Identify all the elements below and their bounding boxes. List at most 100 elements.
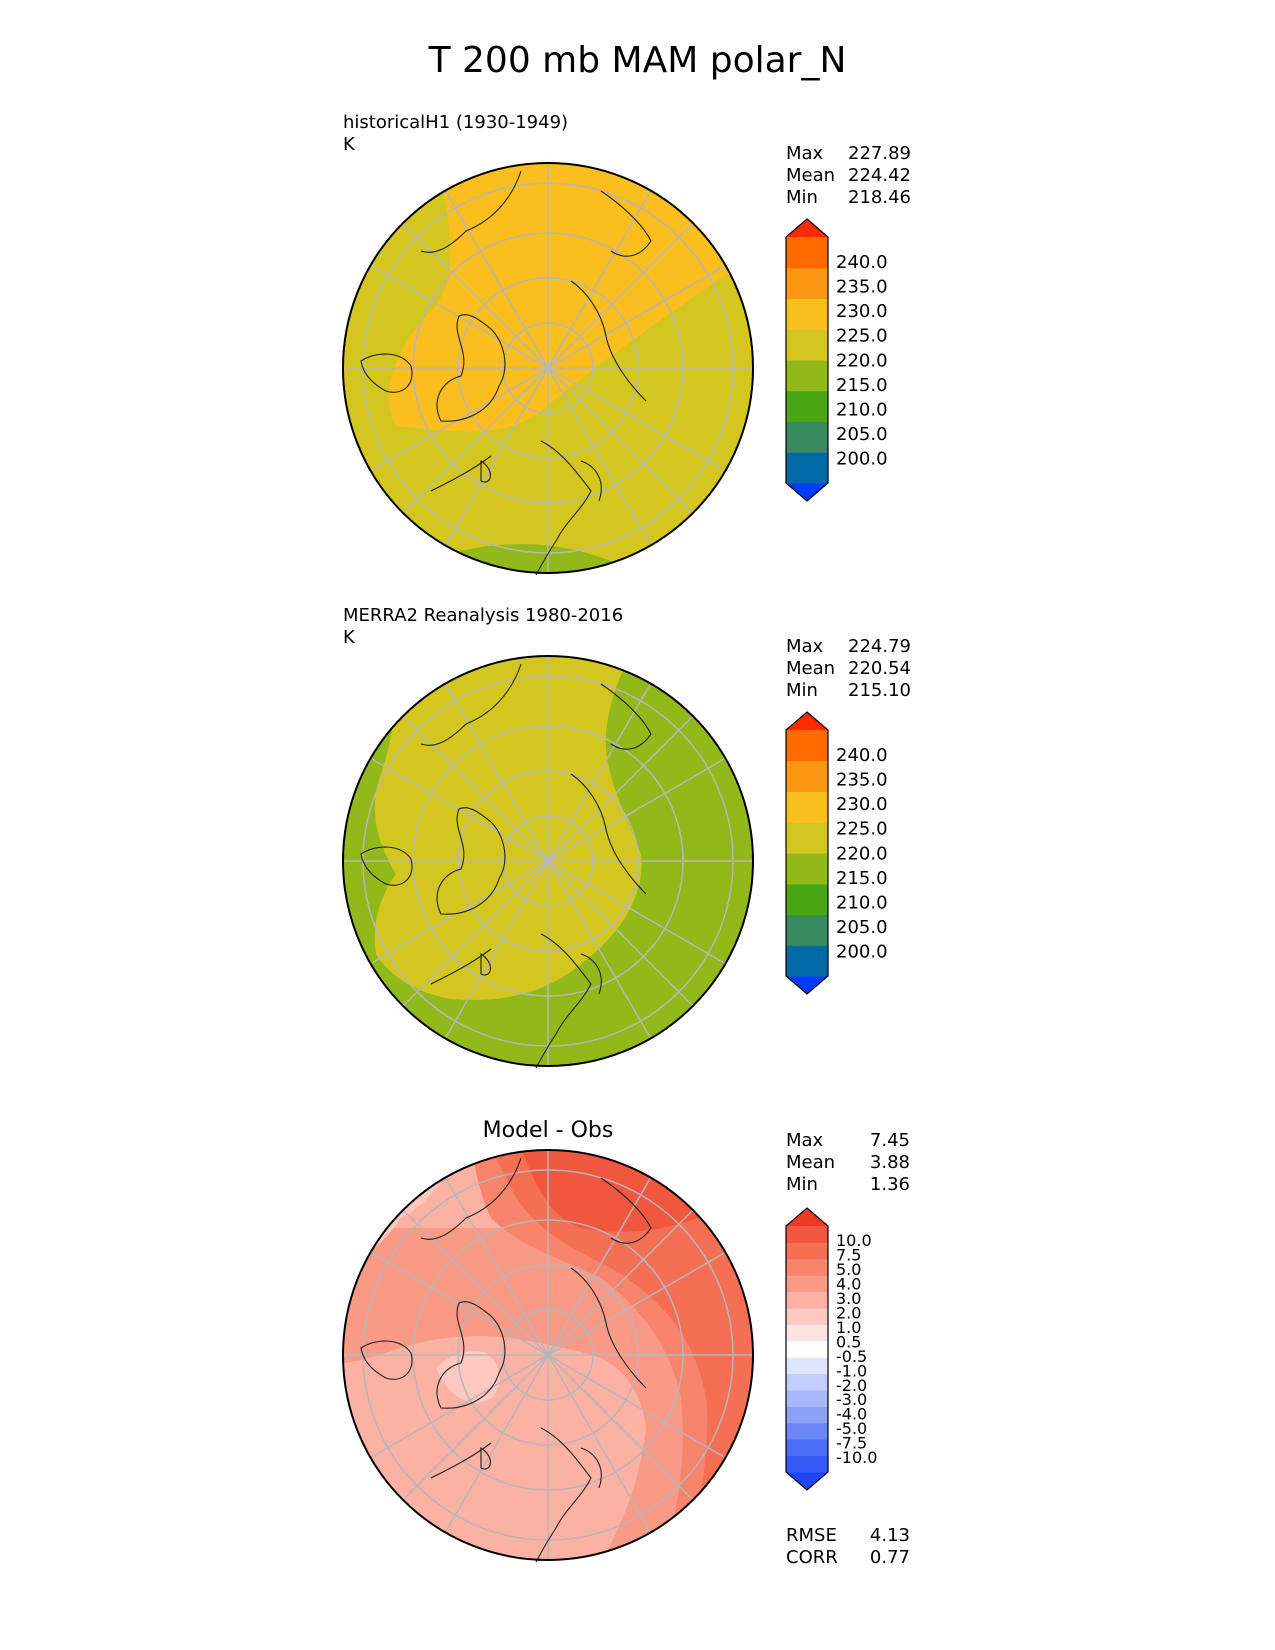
colorbar-tick-label: 240.0 xyxy=(836,252,888,273)
figure-title: T 200 mb MAM polar_N xyxy=(428,40,847,81)
stat-label: Min xyxy=(786,1174,818,1195)
stat-label: Max xyxy=(786,143,824,164)
colorbar-tick-label: -0.5 xyxy=(836,1347,867,1366)
colorbar-extend-high xyxy=(786,712,828,730)
stat-min: 215.10 xyxy=(848,680,911,701)
colorbar-swatch xyxy=(786,1258,828,1276)
colorbar-swatch xyxy=(786,883,828,915)
colorbar-outline xyxy=(785,218,829,502)
colorbar-tick-label: 235.0 xyxy=(836,277,888,298)
colorbar-swatch xyxy=(786,421,828,453)
panel-title-model: historicalH1 (1930-1949) xyxy=(343,112,569,133)
colorbar-tick-label: -1.0 xyxy=(836,1361,867,1380)
colorbar-model: 240.0 235.0 230.0 225.0 220.0 215.0 210.0 205.0… xyxy=(785,218,888,502)
field-warm-band xyxy=(388,163,753,432)
colorbar-swatch xyxy=(786,945,828,977)
colorbar-tick-label: 3.0 xyxy=(836,1289,861,1308)
polar-map-model xyxy=(342,162,754,576)
colorbar-swatch xyxy=(786,1340,828,1358)
stat-label: Mean xyxy=(786,658,836,679)
colorbar-tick-label: 215.0 xyxy=(836,375,888,396)
colorbar-tick-label: 220.0 xyxy=(836,350,888,371)
colorbar-swatch xyxy=(786,1242,828,1260)
stat-min: 218.46 xyxy=(848,187,911,208)
panel-units-model: K xyxy=(343,134,355,155)
stat-max: 7.45 xyxy=(869,1130,910,1151)
colorbar-swatch xyxy=(786,1291,828,1309)
colorbar-tick-label: 220.0 xyxy=(836,843,888,864)
colorbar-extend-high xyxy=(786,219,828,237)
colorbar-tick-label: 235.0 xyxy=(836,770,888,791)
colorbar-tick-label: -4.0 xyxy=(836,1405,867,1424)
colorbar-outline xyxy=(785,711,829,995)
rmse-label: RMSE xyxy=(786,1525,837,1546)
colorbar-tick-label: 2.0 xyxy=(836,1303,861,1322)
coastlines xyxy=(360,663,652,1069)
colorbar-swatch xyxy=(786,1406,828,1424)
stat-mean: 3.88 xyxy=(869,1152,910,1173)
colorbar-diff: 10.07.55.04.03.02.01.00.5-0.5-1.0-2.0-3.… xyxy=(785,1207,877,1491)
colorbar-tick-label: 205.0 xyxy=(836,917,888,938)
colorbar-outline xyxy=(785,1207,829,1491)
colorbar-swatch xyxy=(786,1357,828,1375)
colorbar-swatch xyxy=(786,1455,828,1473)
colorbar-swatch xyxy=(786,267,828,299)
colorbar-tick-label: 5.0 xyxy=(836,1260,861,1279)
colorbar-tick-label: 240.0 xyxy=(836,745,888,766)
colorbar-tick-label: 200.0 xyxy=(836,449,888,470)
colorbar-swatch xyxy=(786,390,828,422)
stat-label: Min xyxy=(786,680,818,701)
colorbar-tick-label: 200.0 xyxy=(836,942,888,963)
panel-title-obs: MERRA2 Reanalysis 1980-2016 xyxy=(343,605,624,626)
colorbar-tick-label: -10.0 xyxy=(836,1448,877,1467)
field-warm-band xyxy=(374,656,642,1000)
colorbar-swatch xyxy=(786,452,828,484)
field-cool-center xyxy=(436,1351,501,1403)
colorbar-tick-label: 0.5 xyxy=(836,1332,861,1351)
colorbar-swatch xyxy=(786,1390,828,1407)
colorbar-swatch xyxy=(786,822,828,854)
colorbar-swatch xyxy=(786,298,828,330)
stat-label: Mean xyxy=(786,165,836,186)
map-boundary xyxy=(342,655,754,1067)
colorbar-tick-label: -7.5 xyxy=(836,1434,867,1453)
colorbar-swatch xyxy=(786,1324,828,1342)
map-boundary xyxy=(342,162,754,574)
colorbar-swatch xyxy=(786,914,828,946)
colorbar-swatch xyxy=(786,360,828,392)
colorbar-tick-label: 4.0 xyxy=(836,1274,861,1293)
colorbar-swatch xyxy=(786,1275,828,1293)
graticule xyxy=(343,1150,753,1560)
colorbar-tick-label: 210.0 xyxy=(836,400,888,421)
colorbar-tick-label: 230.0 xyxy=(836,301,888,322)
colorbar-swatch xyxy=(786,1308,828,1325)
colorbar-swatch xyxy=(786,730,828,762)
rmse-corr: RMSE 4.13 CORR 0.77 xyxy=(786,1525,910,1569)
coastlines xyxy=(360,1157,652,1563)
colorbar-tick-label: 10.0 xyxy=(836,1231,872,1250)
stats-model: Max 227.89 Mean 224.42 Min 218.46 xyxy=(786,143,911,209)
stat-min: 1.36 xyxy=(869,1174,910,1195)
stat-mean: 224.42 xyxy=(848,165,911,186)
colorbar-tick-label: 210.0 xyxy=(836,893,888,914)
stat-max: 227.89 xyxy=(848,143,911,164)
panel-title-diff: Model - Obs xyxy=(482,1118,614,1143)
colorbar-swatch xyxy=(786,237,828,269)
colorbar-swatch xyxy=(786,791,828,823)
colorbar-extend-low xyxy=(786,1472,828,1490)
graticule xyxy=(343,163,753,573)
colorbar-tick-label: 230.0 xyxy=(836,794,888,815)
field-hot xyxy=(491,1150,753,1560)
stats-obs: Max 224.79 Mean 220.54 Min 215.10 xyxy=(786,636,911,702)
corr-value: 0.77 xyxy=(869,1547,910,1568)
colorbar-tick-label: 1.0 xyxy=(836,1318,861,1337)
colorbar-tick-label: -3.0 xyxy=(836,1390,867,1409)
polar-map-obs xyxy=(342,655,754,1069)
stat-label: Mean xyxy=(786,1152,836,1173)
stats-diff: Max 7.45 Mean 3.88 Min 1.36 xyxy=(786,1130,910,1196)
graticule xyxy=(343,656,753,1066)
colorbar-tick-label: -5.0 xyxy=(836,1419,867,1438)
colorbar-extend-low xyxy=(786,483,828,501)
colorbar-obs: 240.0 235.0 230.0 225.0 220.0 215.0 210.0 205.0… xyxy=(785,711,888,995)
colorbar-tick-label: 205.0 xyxy=(836,424,888,445)
